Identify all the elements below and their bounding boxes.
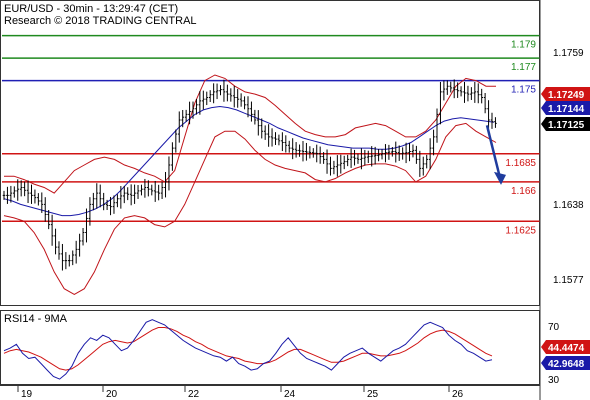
price-panel: 1.179 1.177 1.175 1.1685 1.166 1.1625 <box>0 0 540 306</box>
level-label: 1.1685 <box>505 158 536 169</box>
date-tick-label: 26 <box>452 389 464 400</box>
rsi-axis-label: 30 <box>548 375 560 386</box>
price-axis-label: 1.1577 <box>553 275 584 286</box>
date-tick-label: 20 <box>106 389 118 400</box>
price-candles <box>2 79 497 271</box>
support-resistance-levels: 1.179 1.177 1.175 1.1685 1.166 1.1625 <box>2 34 540 236</box>
rsi-tag <box>541 340 590 354</box>
price-tag-label: 1.17125 <box>548 120 585 131</box>
current-price-tags: 1.17249 1.17144 1.17125 <box>541 87 590 131</box>
rsi-tag-label: 42.9648 <box>548 359 585 370</box>
rsi-line <box>3 319 493 380</box>
date-axis: 19 20 22 24 25 26 <box>0 385 540 400</box>
arrow-head <box>494 171 506 185</box>
level-label: 1.177 <box>511 62 536 73</box>
arrow-shaft <box>485 125 502 179</box>
bollinger-upper-line <box>4 74 496 194</box>
price-tag <box>541 87 590 101</box>
price-tag-label: 1.17249 <box>548 90 585 101</box>
rsi-title: RSI14 - 9MA <box>4 313 68 325</box>
bollinger-bands <box>3 74 497 295</box>
moving-average-line <box>3 105 495 217</box>
level-label: 1.179 <box>511 40 536 51</box>
forecast-arrow <box>485 125 506 185</box>
price-tag <box>541 117 590 131</box>
price-axis-label: 1.1759 <box>553 48 584 59</box>
date-tick-label: 22 <box>188 389 200 400</box>
rsi-ma-line <box>3 327 493 371</box>
bollinger-lower-line <box>3 122 497 295</box>
rsi-panel: RSI14 - 9MA 70 30 <box>0 310 560 386</box>
level-label: 1.175 <box>511 85 536 96</box>
rsi-tag-label: 44.4474 <box>548 343 585 354</box>
price-tag-label: 1.17144 <box>548 104 585 115</box>
price-axis-label: 1.1638 <box>553 200 584 211</box>
date-tick-label: 19 <box>21 389 33 400</box>
chart-title: EUR/USD - 30min - 13:29:47 (CET) <box>4 3 178 15</box>
rsi-lines <box>3 319 493 380</box>
rsi-axis-label: 70 <box>548 322 560 333</box>
date-tick-label: 25 <box>367 389 379 400</box>
date-tick-label: 24 <box>284 389 296 400</box>
rsi-tag <box>541 356 590 370</box>
moving-average <box>3 105 495 217</box>
level-label: 1.1625 <box>505 225 536 236</box>
level-label: 1.166 <box>511 186 536 197</box>
price-tag <box>541 101 590 115</box>
chart-credit: Research © 2018 TRADING CENTRAL <box>4 15 197 27</box>
rsi-value-tags: 44.4474 42.9648 <box>541 340 590 370</box>
